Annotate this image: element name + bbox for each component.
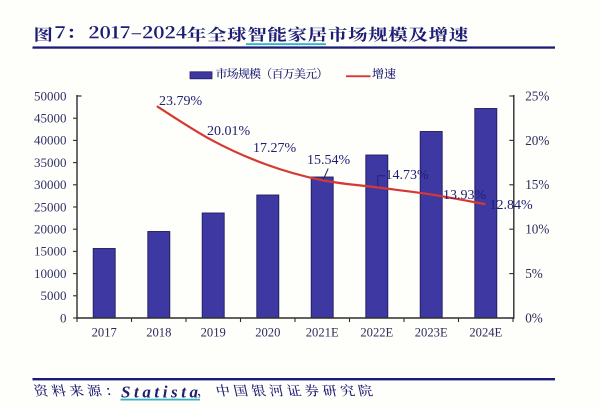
svg-text:10000: 10000 bbox=[34, 266, 67, 281]
svg-text:30000: 30000 bbox=[34, 177, 67, 192]
svg-text:23.79%: 23.79% bbox=[159, 94, 203, 109]
svg-text:14.73%: 14.73% bbox=[386, 168, 430, 183]
svg-text:0%: 0% bbox=[525, 310, 543, 325]
svg-text:13.93%: 13.93% bbox=[443, 188, 487, 203]
svg-text:Statista: Statista bbox=[121, 383, 199, 402]
svg-text:2018: 2018 bbox=[146, 326, 171, 340]
svg-text:5000: 5000 bbox=[41, 288, 67, 303]
svg-text:2022E: 2022E bbox=[360, 326, 393, 340]
svg-text:20000: 20000 bbox=[34, 222, 67, 237]
svg-text:50000: 50000 bbox=[34, 88, 67, 103]
svg-text:40000: 40000 bbox=[34, 133, 67, 148]
svg-text:5%: 5% bbox=[525, 266, 543, 281]
svg-text:0: 0 bbox=[60, 310, 67, 325]
svg-text:15%: 15% bbox=[525, 177, 549, 192]
svg-text:2023E: 2023E bbox=[415, 326, 448, 340]
svg-text:2019: 2019 bbox=[201, 326, 226, 340]
svg-text:12.84%: 12.84% bbox=[490, 198, 534, 213]
svg-text:17.27%: 17.27% bbox=[253, 141, 297, 156]
svg-text:20.01%: 20.01% bbox=[207, 124, 251, 139]
svg-text:15.54%: 15.54% bbox=[307, 153, 351, 168]
svg-text:45000: 45000 bbox=[34, 111, 67, 126]
svg-text:2021E: 2021E bbox=[306, 326, 339, 340]
svg-text:2020: 2020 bbox=[255, 326, 280, 340]
svg-text:20%: 20% bbox=[525, 133, 549, 148]
svg-text:10%: 10% bbox=[525, 222, 549, 237]
svg-text:25000: 25000 bbox=[34, 199, 67, 214]
svg-text:2017: 2017 bbox=[92, 326, 117, 340]
svg-text:2024E: 2024E bbox=[469, 326, 502, 340]
svg-text:15000: 15000 bbox=[34, 244, 67, 259]
svg-text:35000: 35000 bbox=[34, 155, 67, 170]
svg-text:25%: 25% bbox=[525, 88, 549, 103]
